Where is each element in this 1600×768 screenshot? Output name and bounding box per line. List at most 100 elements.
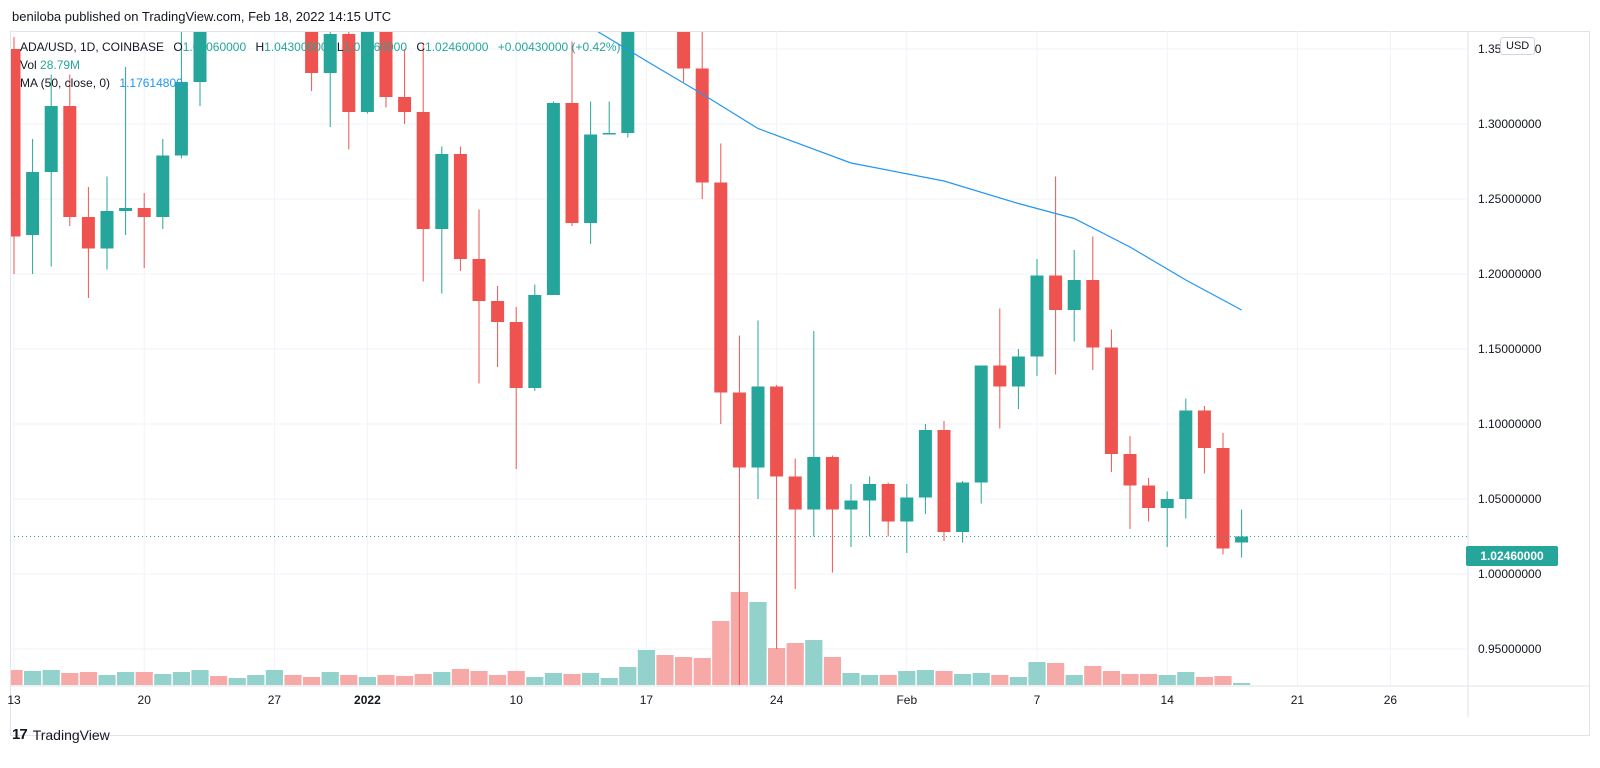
volume-bar: [972, 673, 990, 685]
candle-body: [100, 211, 114, 249]
candle-body: [974, 365, 988, 483]
volume-bar: [1065, 675, 1083, 685]
volume-bar: [712, 621, 730, 685]
candle-body: [1030, 275, 1044, 357]
candle-body: [900, 497, 914, 522]
volume-bar: [1195, 677, 1213, 685]
legend-high-label: H: [255, 40, 265, 54]
volume-bar: [563, 674, 581, 685]
legend-volume-row[interactable]: Vol 28.79M: [20, 58, 80, 72]
volume-bar: [11, 670, 23, 685]
legend-low-value: 1.01060000: [343, 40, 407, 54]
currency-button[interactable]: USD: [1500, 37, 1536, 55]
candle-body: [398, 97, 412, 112]
candle-body: [751, 386, 765, 468]
x-tick-label: 26: [1384, 693, 1398, 707]
y-tick-label: 1.25000000: [1478, 192, 1542, 206]
y-tick-label: 1.30000000: [1478, 117, 1542, 131]
tradingview-logo[interactable]: 17 TradingView: [12, 726, 110, 743]
y-tick-label: 1.00000000: [1478, 567, 1542, 581]
y-tick-label: 1.10000000: [1478, 417, 1542, 431]
candle-body: [881, 484, 895, 522]
legend-ma-row[interactable]: MA (50, close, 0) 1.17614800: [20, 76, 183, 90]
candle-body: [732, 392, 746, 468]
candle-body: [584, 134, 598, 223]
volume-bar: [228, 678, 246, 685]
legend-close-label: C: [416, 40, 426, 54]
candle-body: [44, 106, 58, 172]
volume-bar: [656, 655, 674, 685]
candle-body: [119, 208, 133, 211]
volume-bar: [507, 671, 525, 685]
candle-body: [918, 430, 932, 498]
legend-symbol[interactable]: ADA/USD, 1D, COINBASE: [20, 40, 165, 54]
volume-bar: [526, 677, 544, 685]
y-tick-label: 1.20000000: [1478, 267, 1542, 281]
volume-bar: [600, 678, 618, 685]
ma-line: [11, 32, 1467, 537]
candle-body: [63, 106, 77, 217]
x-tick-label: 10: [510, 693, 524, 707]
candle-body: [825, 457, 839, 510]
legend-volume-label: Vol: [20, 58, 37, 72]
candle-body: [863, 484, 877, 501]
candle-body: [379, 32, 393, 97]
candle-body: [11, 49, 21, 237]
volume-bar: [61, 673, 79, 685]
volume-bar: [284, 675, 302, 685]
volume-bar: [470, 671, 488, 685]
x-tick-label: 13: [7, 693, 21, 707]
candle-body: [1049, 275, 1063, 310]
volume-bar: [1121, 674, 1139, 685]
candle-body: [435, 154, 449, 229]
volume-bar: [935, 671, 953, 685]
candle-body: [509, 322, 523, 388]
candle-body: [528, 295, 542, 388]
candle-body: [1142, 485, 1156, 508]
volume-bar: [98, 675, 116, 685]
legend-ohlc-row: ADA/USD, 1D, COINBASE O1.02060000 H1.043…: [20, 40, 621, 54]
legend-change: +0.00430000 (+0.42%): [497, 40, 621, 54]
legend-volume-value: 28.79M: [40, 58, 81, 72]
x-tick-label: 2022: [354, 693, 381, 707]
candle-body: [156, 155, 170, 217]
volume-bar: [786, 643, 804, 685]
volume-bar: [1084, 666, 1102, 685]
candle-body: [956, 482, 970, 532]
volume-bar: [1047, 663, 1065, 685]
volume-bar: [582, 673, 600, 685]
candle-body: [844, 500, 858, 510]
volume-bar: [768, 648, 786, 685]
volume-bar: [117, 672, 135, 685]
x-tick-label: 24: [770, 693, 784, 707]
volume-bar: [377, 675, 395, 685]
candles: [11, 32, 1249, 685]
chart-frame[interactable]: [10, 31, 1590, 736]
volume-bar: [303, 677, 321, 685]
candle-body: [416, 112, 430, 229]
volume-bar: [191, 670, 209, 685]
volume-bar: [544, 673, 562, 685]
candle-body: [323, 34, 337, 73]
volume-bar: [1028, 662, 1046, 685]
candle-body: [193, 32, 207, 82]
volume-bar: [24, 671, 42, 685]
ma-line-path: [597, 32, 1242, 311]
candle-body: [1123, 454, 1137, 486]
legend-low-label: L: [336, 40, 344, 54]
candle-body: [621, 32, 635, 133]
candle-body: [1011, 356, 1025, 387]
publisher-text: beniloba published on TradingView.com, F…: [12, 9, 392, 24]
axes: 0.95000000 1.00000000 1.05000000 1.10000000…: [7, 31, 1590, 717]
volume-bar: [358, 677, 376, 685]
volume-bar: [489, 675, 507, 685]
volume-bar: [210, 676, 228, 685]
x-tick-label: 27: [268, 693, 282, 707]
x-tick-label: 20: [138, 693, 152, 707]
candle-body: [546, 103, 560, 295]
x-tick-label: 17: [640, 693, 654, 707]
x-tick-label: 21: [1291, 693, 1305, 707]
candle-body: [472, 259, 486, 301]
y-tick-label: 1.15000000: [1478, 342, 1542, 356]
